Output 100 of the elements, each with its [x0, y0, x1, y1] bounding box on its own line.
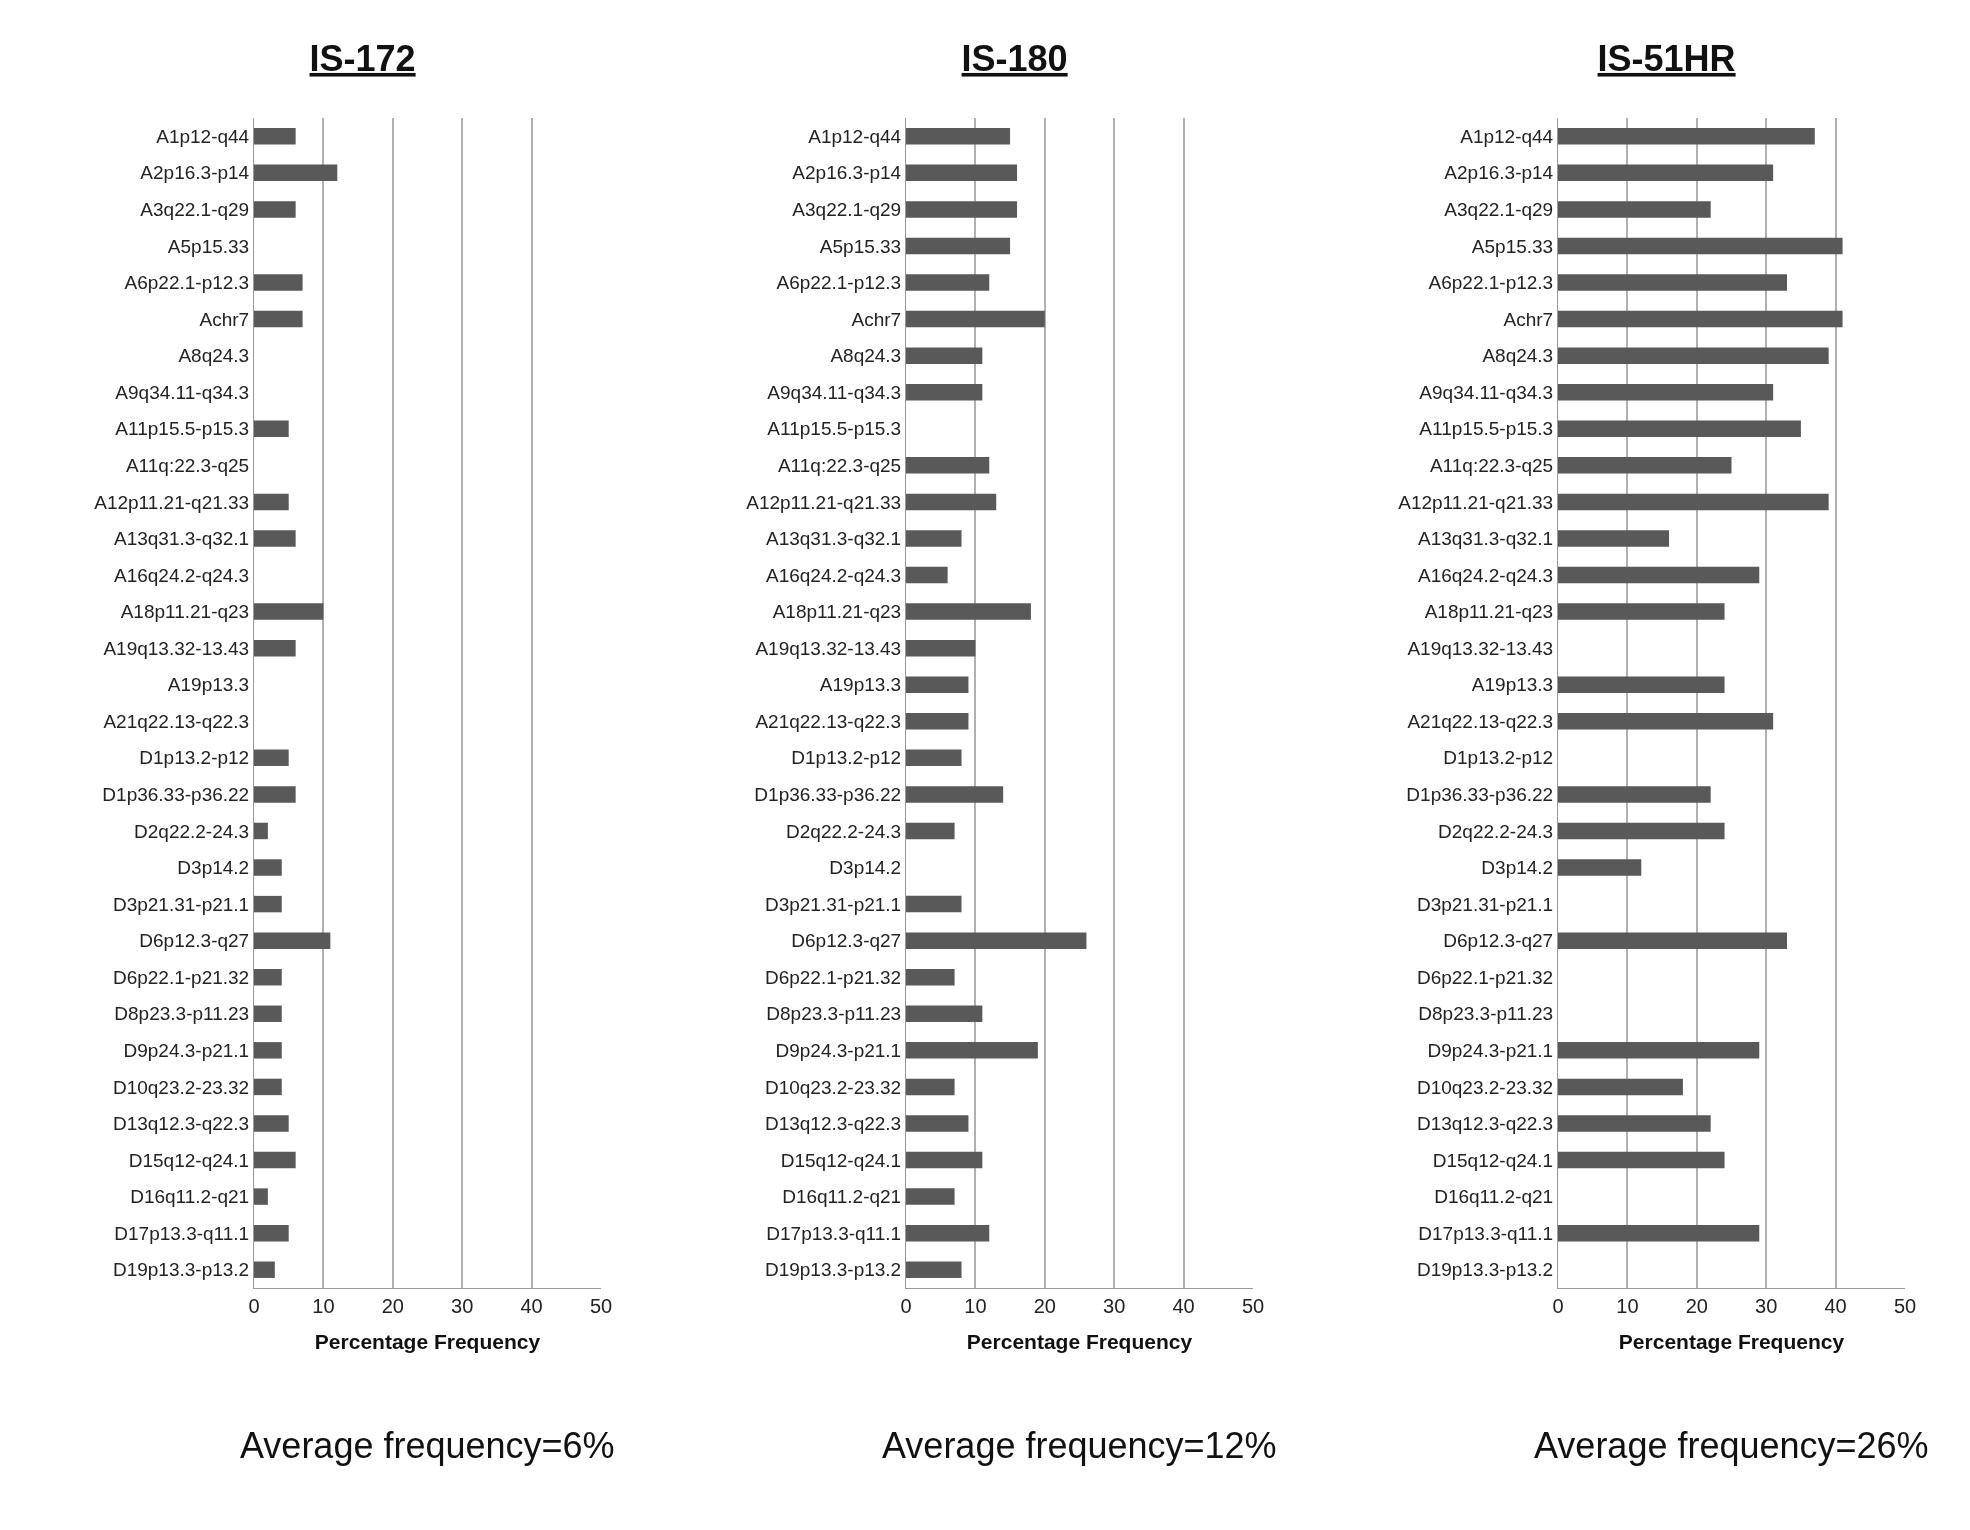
bar	[906, 566, 948, 584]
y-tick-label: D17p13.3-q11.1	[1418, 1222, 1554, 1244]
bar	[906, 1261, 962, 1278]
y-tick-label: A9q34.11-q34.3	[767, 381, 902, 403]
bar	[906, 822, 955, 840]
y-tick-label: A12p11.21-q21.33	[1398, 491, 1554, 513]
y-tick-label: A5p15.33	[819, 235, 902, 257]
x-tick-label: 40	[1172, 1295, 1195, 1317]
bar	[906, 383, 983, 401]
y-tick-label: A11p15.5-p15.3	[767, 418, 902, 440]
y-tick-label: A8q24.3	[1482, 345, 1554, 367]
bar	[254, 530, 296, 547]
bar	[1558, 932, 1788, 949]
y-tick-label: D9p24.3-p21.1	[775, 1039, 902, 1061]
y-tick-label: A11q:22.3-q25	[125, 454, 250, 476]
y-tick-label: A11q:22.3-q25	[777, 454, 902, 476]
bar	[254, 932, 331, 949]
x-tick-label: 40	[520, 1295, 543, 1317]
bar	[906, 457, 990, 474]
bar	[1558, 1151, 1725, 1169]
bar	[1558, 128, 1815, 145]
y-tick-label: A16q24.2-q24.3	[765, 564, 902, 586]
y-tick-label: D16q11.2-q21	[130, 1186, 250, 1208]
bar	[254, 1005, 282, 1023]
bar	[254, 1224, 289, 1242]
y-tick-label: A18p11.21-q23	[1424, 601, 1554, 623]
bar	[254, 1261, 275, 1278]
y-tick-label: A21q22.13-q22.3	[755, 710, 902, 732]
bar	[906, 164, 1018, 182]
bar	[1558, 1078, 1683, 1096]
y-tick-label: A21q22.13-q22.3	[1407, 710, 1554, 732]
y-tick-label: D1p13.2-p12	[139, 747, 250, 769]
x-tick-label: 30	[451, 1295, 474, 1317]
bar	[906, 1224, 990, 1242]
bar	[906, 347, 983, 364]
y-tick-label: D17p13.3-q11.1	[766, 1222, 902, 1244]
x-tick-label: 0	[1552, 1295, 1564, 1317]
y-tick-label: D1p13.2-p12	[1443, 747, 1554, 769]
bar	[906, 530, 962, 547]
y-tick-label: D10q23.2-23.32	[1416, 1076, 1554, 1098]
y-tick-label: D8p23.3-p11.23	[1418, 1003, 1554, 1025]
bar	[254, 968, 282, 986]
x-tick-label: 40	[1824, 1295, 1847, 1317]
y-tick-label: D6p12.3-q27	[1443, 930, 1554, 952]
bar	[906, 932, 1087, 949]
y-tick-label: A2p16.3-p14	[1444, 162, 1554, 184]
y-tick-label: D2q22.2-24.3	[786, 820, 902, 842]
bar	[254, 274, 303, 291]
y-tick-label: A1p12-q44	[808, 125, 902, 147]
y-tick-label: D17p13.3-q11.1	[114, 1222, 250, 1244]
y-tick-label: A19q13.32-13.43	[1407, 637, 1554, 659]
bar	[254, 1078, 282, 1096]
y-tick-label: A16q24.2-q24.3	[1417, 564, 1554, 586]
bar	[254, 1115, 289, 1132]
bar	[906, 639, 976, 657]
bar	[1558, 201, 1711, 218]
x-tick-label: 30	[1103, 1295, 1126, 1317]
y-tick-label: D16q11.2-q21	[782, 1186, 902, 1208]
y-tick-label: D19p13.3-p13.2	[1416, 1259, 1554, 1281]
bar	[906, 1042, 1038, 1059]
bar	[1558, 530, 1670, 547]
bar	[254, 310, 303, 328]
chart-title: IS-172	[309, 37, 416, 79]
bar	[1558, 310, 1843, 328]
y-tick-label: A1p12-q44	[156, 125, 250, 147]
bar	[1558, 713, 1774, 730]
y-tick-label: A13q31.3-q32.1	[113, 528, 250, 550]
y-tick-label: D6p22.1-p21.32	[112, 966, 250, 988]
y-tick-label: A9q34.11-q34.3	[115, 381, 250, 403]
bar	[906, 676, 969, 693]
bar	[906, 1078, 955, 1096]
y-tick-label: Achr7	[199, 308, 250, 330]
bar	[1558, 859, 1642, 876]
x-tick-label: 50	[1241, 1295, 1265, 1317]
y-tick-label: A12p11.21-q21.33	[746, 491, 902, 513]
y-tick-label: A9q34.11-q34.3	[1419, 381, 1554, 403]
y-tick-label: A11q:22.3-q25	[1429, 454, 1554, 476]
y-tick-label: D10q23.2-23.32	[112, 1076, 250, 1098]
y-tick-label: D8p23.3-p11.23	[114, 1003, 250, 1025]
y-tick-label: D9p24.3-p21.1	[1427, 1039, 1554, 1061]
x-tick-label: 0	[900, 1295, 912, 1317]
y-tick-label: D15q12-q24.1	[128, 1149, 250, 1171]
y-tick-label: A3q22.1-q29	[792, 199, 902, 221]
y-tick-label: A21q22.13-q22.3	[103, 710, 250, 732]
y-tick-label: D9p24.3-p21.1	[123, 1039, 250, 1061]
y-tick-label: A13q31.3-q32.1	[765, 528, 902, 550]
x-tick-label: 50	[589, 1295, 613, 1317]
bar	[254, 201, 296, 218]
y-tick-label: D1p13.2-p12	[791, 747, 902, 769]
bar	[906, 128, 1011, 145]
x-tick-label: 10	[964, 1295, 987, 1317]
x-axis-title: Percentage Frequency	[966, 1330, 1193, 1354]
bar	[906, 1115, 969, 1132]
y-tick-label: A11p15.5-p15.3	[1419, 418, 1554, 440]
y-tick-label: D6p12.3-q27	[139, 930, 250, 952]
y-tick-label: A16q24.2-q24.3	[113, 564, 250, 586]
bar	[906, 237, 1011, 255]
bar	[254, 603, 324, 620]
y-tick-label: D13q12.3-q22.3	[112, 1113, 250, 1135]
y-tick-label: D6p12.3-q27	[791, 930, 902, 952]
